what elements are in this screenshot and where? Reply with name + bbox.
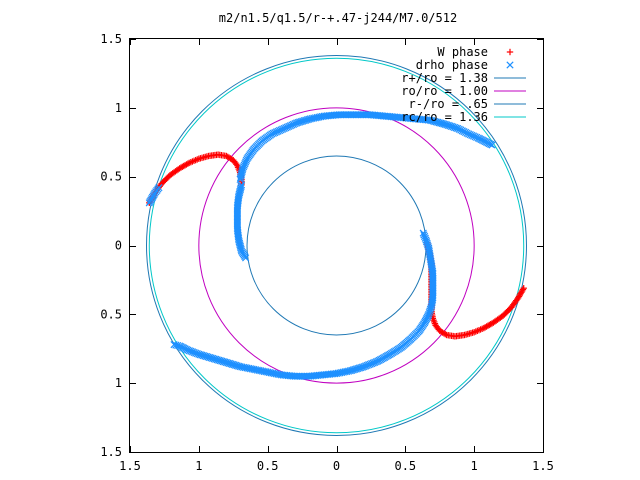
drho-phase-point: [242, 254, 250, 262]
circle-series: [148, 57, 525, 434]
legend-label: W phase: [437, 45, 488, 59]
circle-series: [146, 55, 527, 436]
legend-label: rc/ro = 1.36: [401, 110, 488, 124]
x-tick-label: 1: [471, 459, 478, 473]
legend-marker: [506, 61, 514, 69]
plot-area: [145, 55, 527, 436]
y-tick-label: 1.5: [100, 445, 122, 459]
y-tick-label: 1: [115, 101, 122, 115]
y-tick-label: 0: [115, 239, 122, 253]
y-tick-labels: 1.5 1 0.5 0 0.5 1 1.5: [100, 32, 122, 459]
drho-phase-point: [172, 341, 180, 349]
drho-phase-point: [170, 340, 178, 349]
y-tick-label: 1: [115, 376, 122, 390]
x-tick-label: 1.5: [532, 459, 554, 473]
x-tick-label: 1.5: [119, 459, 141, 473]
y-tick-label: 1.5: [100, 32, 122, 46]
axis-ticks: [130, 39, 544, 453]
x-tick-labels: 1.5 1 0.5 0 0.5 1 1.5: [119, 459, 554, 473]
x-tick-label: 0.5: [394, 459, 416, 473]
drho-phase-point: [488, 141, 496, 149]
circle-series: [198, 107, 475, 384]
legend-label: ro/ro = 1.00: [401, 84, 488, 98]
drho-phase-point: [155, 184, 163, 192]
w-phase-point: [481, 324, 489, 331]
drho-phase-series: [145, 111, 496, 380]
w-phase-point: [184, 160, 192, 167]
legend-label: r+/ro = 1.38: [401, 71, 488, 85]
chart-title: m2/n1.5/q1.5/r-+.47-j244/M7.0/512: [219, 11, 457, 25]
plot-frame: [129, 38, 544, 453]
x-tick-label: 0.5: [257, 459, 279, 473]
y-tick-label: 0.5: [100, 170, 122, 184]
y-tick-label: 0.5: [100, 307, 122, 321]
legend-marker: [506, 48, 514, 56]
x-tick-label: 0: [333, 459, 340, 473]
legend-label: drho phase: [416, 58, 488, 72]
legend-label: r-/ro = .65: [409, 97, 488, 111]
x-tick-label: 1: [195, 459, 202, 473]
